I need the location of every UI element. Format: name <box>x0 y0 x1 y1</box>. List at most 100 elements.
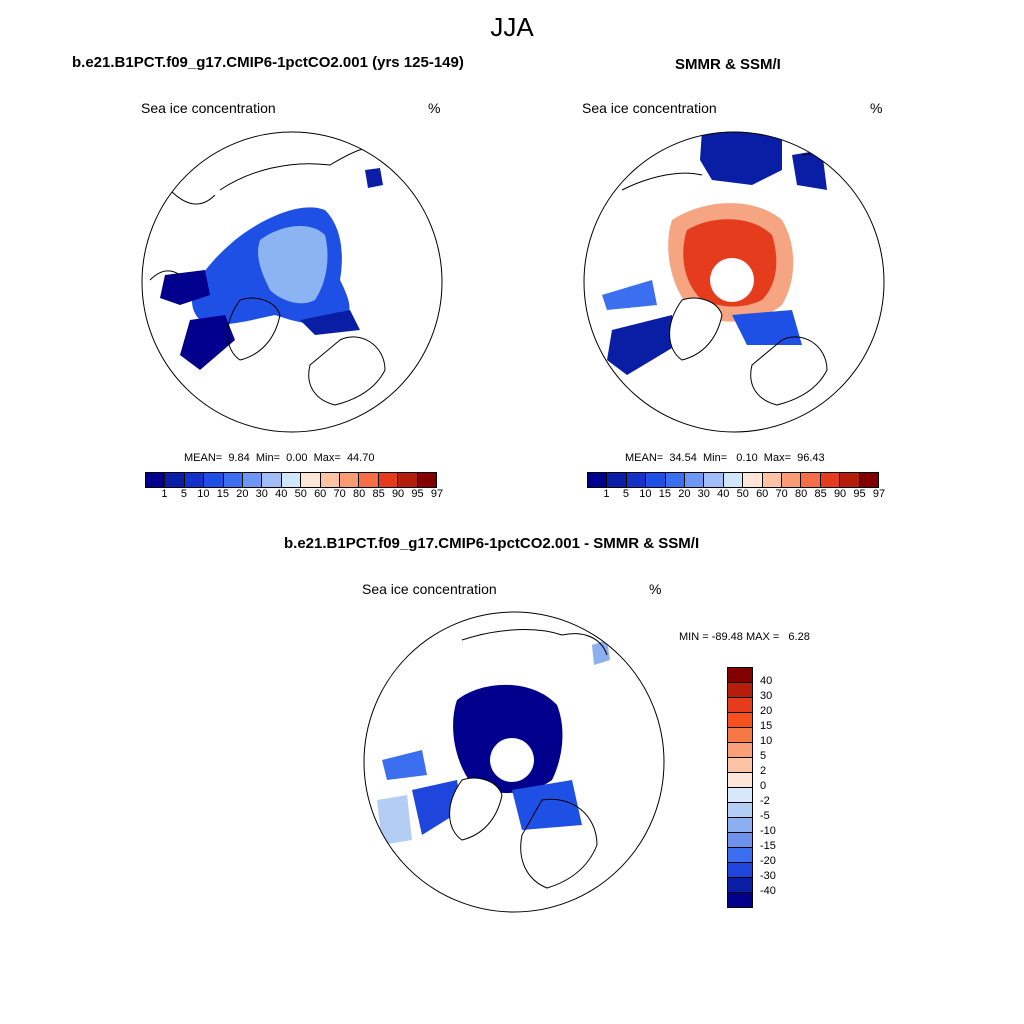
panel2-colorbar-swatch <box>704 473 724 487</box>
panel3-colorbar-swatch <box>728 833 752 848</box>
panel1-colorbar-label: 30 <box>255 488 268 500</box>
panel2-ice-baffin <box>602 280 657 310</box>
panel1-colorbar-swatch <box>243 473 263 487</box>
panel2-ice-topright <box>792 150 827 190</box>
panel2-colorbar-swatch <box>782 473 802 487</box>
panel3-colorbar-swatch <box>728 803 752 818</box>
panel3-colorbar-labels: 40 30 20 15 10 5 2 0 -2 -5 -10 -15 -20 -30 -40 <box>760 667 800 927</box>
panel2-colorbar-swatch <box>588 473 608 487</box>
panel1-colorbar-label: 95 <box>411 488 424 500</box>
panel3-colorbar-swatch <box>728 863 752 878</box>
panel1-colorbar-label: 70 <box>333 488 346 500</box>
panel2-colorbar-swatch <box>607 473 627 487</box>
panel3-diff-hudson <box>412 780 462 835</box>
panel3-stats: MIN = -89.48 MAX = 6.28 <box>679 631 810 643</box>
panel2-map <box>583 131 885 433</box>
panel2-colorbar-label: 1 <box>603 488 610 500</box>
panel2-coastline-greenland <box>669 297 723 361</box>
panel1-colorbar-label: 85 <box>372 488 385 500</box>
panel2-colorbar-swatch <box>820 473 841 487</box>
panel1-colorbar-swatch <box>340 473 360 487</box>
panel3-colorbar-label: -10 <box>760 825 776 837</box>
panel1-colorbar-label: 15 <box>216 488 229 500</box>
panel3-colorbar-label: -40 <box>760 885 776 897</box>
panel2-ice-top <box>700 132 782 185</box>
panel1-colorbar-swatch <box>359 473 379 487</box>
panel3-colorbar-label: -20 <box>760 855 776 867</box>
panel1-colorbar-label: 90 <box>391 488 405 500</box>
panel3-colorbar-label: 40 <box>760 675 773 687</box>
panel3-colorbar-label: 0 <box>760 780 767 792</box>
panel2-colorbar-label: 95 <box>853 488 866 500</box>
panel1-colorbar-swatch <box>165 473 185 487</box>
panel1-map <box>141 131 443 433</box>
panel3-colorbar-swatch <box>728 848 752 863</box>
panel3-title: b.e21.B1PCT.f09_g17.CMIP6-1pctCO2.001 - … <box>284 535 700 552</box>
panel2-colorbar-swatch <box>685 473 705 487</box>
panel3-colorbar-label: -30 <box>760 870 776 882</box>
panel2-title: SMMR & SSM/I <box>675 56 781 73</box>
panel3-colorbar-swatch <box>728 788 752 803</box>
panel3-colorbar-swatch <box>728 758 752 773</box>
panel3-colorbar-swatch <box>728 698 752 713</box>
panel1-colorbar-swatch <box>262 473 282 487</box>
panel1-map-border <box>141 131 443 433</box>
panel2-ice-barents <box>732 310 802 345</box>
panel3-colorbar-label: 5 <box>760 750 767 762</box>
panel1-colorbar-label: 5 <box>180 488 187 500</box>
panel3-colorbar-swatch <box>728 683 752 698</box>
panel1-coastline-eurasia <box>308 336 386 406</box>
panel3-diff-topright <box>592 640 610 665</box>
panel2-colorbar-label: 5 <box>622 488 629 500</box>
panel1-ice-east <box>365 168 383 188</box>
panel2-colorbar-label: 30 <box>697 488 710 500</box>
panel2-colorbar-swatch <box>840 473 860 487</box>
panel2-ice-hudson <box>607 315 677 375</box>
panel1-colorbar-swatch <box>223 473 244 487</box>
panel1-colorbar-label: 1 <box>161 488 168 500</box>
panel3-colorbar-swatch <box>728 743 752 758</box>
panel1-colorbar-swatch <box>146 473 166 487</box>
panel1-colorbar-label: 60 <box>314 488 327 500</box>
panel1-colorbar-label: 10 <box>197 488 210 500</box>
panel2-colorbar-swatch <box>723 473 744 487</box>
panel2-colorbar-swatch <box>646 473 666 487</box>
panel3-colorbar-label: -15 <box>760 840 776 852</box>
panel3-variable-label: Sea ice concentration <box>362 581 497 597</box>
panel1-colorbar-swatch <box>398 473 418 487</box>
panel2-pole-hole <box>710 258 754 302</box>
panel1-colorbar-label: 40 <box>275 488 288 500</box>
panel2-map-border <box>583 131 885 433</box>
panel1-colorbar-label: 20 <box>236 488 249 500</box>
panel2-colorbar-label: 50 <box>736 488 749 500</box>
panel2-colorbar-label: 80 <box>795 488 808 500</box>
panel3-pole-hole <box>490 738 534 782</box>
panel1-ice-inner <box>258 225 328 304</box>
panel3-colorbar <box>727 667 753 908</box>
panel3-colorbar-label: 15 <box>760 720 773 732</box>
panel3-coastline-north <box>461 629 608 656</box>
panel1-ice-hudson <box>180 315 235 370</box>
panel2-colorbar-label: 90 <box>833 488 847 500</box>
panel3-colorbar-label: 30 <box>760 690 773 702</box>
panel2-colorbar-label: 70 <box>775 488 788 500</box>
panel3-colorbar-swatch <box>728 878 752 893</box>
panel3-colorbar-label: -2 <box>760 795 770 807</box>
panel2-colorbar-label: 15 <box>658 488 671 500</box>
panel3-map-border <box>363 611 665 913</box>
panel3-unit-label: % <box>649 581 662 597</box>
panel3-diff-baffin <box>382 750 427 780</box>
panel1-colorbar-swatch <box>417 473 437 487</box>
panel2-colorbar-swatch <box>626 473 647 487</box>
panel1-ice-bay <box>160 270 210 305</box>
panel3-colorbar-swatch <box>728 893 752 907</box>
panel1-colorbar-label: 80 <box>353 488 366 500</box>
panel1-colorbar-swatch <box>301 473 321 487</box>
panel1-colorbar-swatch <box>320 473 341 487</box>
panel2-colorbar-label: 40 <box>717 488 730 500</box>
panel3-map <box>363 611 665 913</box>
panel1-colorbar-label: 50 <box>294 488 307 500</box>
panel2-colorbar: 1 5 10 15 20 30 40 50 60 70 80 85 90 95 97 <box>587 472 885 502</box>
panel2-colorbar-label: 20 <box>678 488 691 500</box>
panel3-colorbar-label: 2 <box>760 765 767 777</box>
